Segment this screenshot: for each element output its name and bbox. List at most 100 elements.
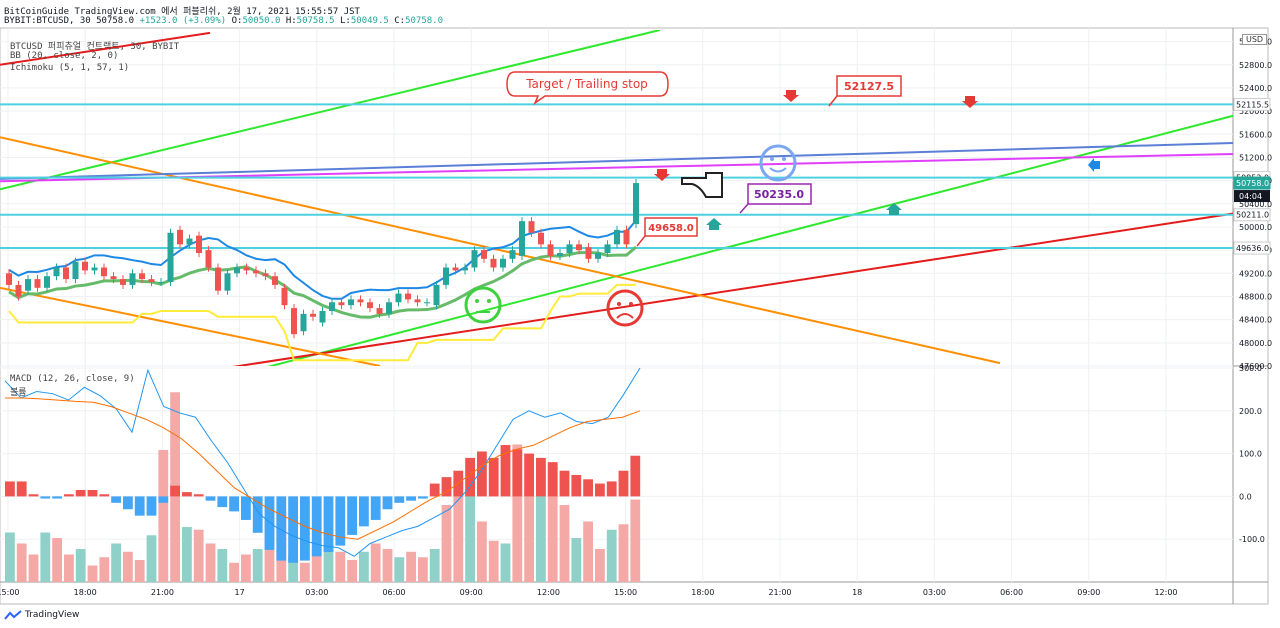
macd-histogram-bar xyxy=(524,453,534,497)
volume-bar xyxy=(453,480,464,582)
candle xyxy=(329,302,335,311)
macd-histogram-bar xyxy=(193,494,204,497)
x-tick-label: 21:00 xyxy=(768,588,791,597)
indicator-main[interactable]: BTCUSD 퍼피츄얼 컨트랙트, 30, BYBIT xyxy=(10,42,180,52)
macd-histogram-bar xyxy=(217,496,228,508)
candle xyxy=(281,287,288,306)
x-tick-label: 03:00 xyxy=(305,588,328,597)
macd-histogram-bar xyxy=(370,496,381,520)
macd-histogram-bar xyxy=(87,489,98,497)
candle xyxy=(44,276,50,288)
candle xyxy=(481,250,487,259)
arrow-down-icon xyxy=(962,96,978,108)
candle xyxy=(82,261,88,271)
macd-histogram-bar xyxy=(583,479,593,497)
x-tick-label: 03:00 xyxy=(923,588,946,597)
y-tick-label: 52000.0 xyxy=(1239,107,1272,116)
volume-bar xyxy=(441,505,452,582)
volume-bar xyxy=(252,549,263,582)
candle xyxy=(262,273,269,277)
candle xyxy=(72,261,79,280)
x-tick-label: 17 xyxy=(235,588,245,597)
indicator-ichimoku[interactable]: Ichimoku (5, 1, 57, 1) xyxy=(10,63,130,73)
indicator-bb[interactable]: BB (20, close, 2, 0) xyxy=(10,51,119,61)
candle xyxy=(120,279,126,285)
candle xyxy=(405,293,411,300)
macd-histogram-bar xyxy=(335,496,346,546)
y-tick-label: 48400.0 xyxy=(1239,316,1272,325)
x-tick-label: 18:00 xyxy=(74,588,97,597)
x-tick-label: 06:00 xyxy=(382,588,405,597)
volume-bar xyxy=(134,560,145,582)
currency-button[interactable]: USD xyxy=(1242,34,1268,45)
candle xyxy=(129,273,136,285)
macd-histogram-bar xyxy=(75,489,86,497)
candle xyxy=(357,299,364,303)
macd-histogram-bar xyxy=(559,470,570,497)
candle xyxy=(509,250,516,259)
macd-histogram-bar xyxy=(264,496,275,550)
publish-title: BitCoinGuide TradingView.com 에서 퍼블리쉬, 2월… xyxy=(4,7,360,17)
candle xyxy=(633,183,639,225)
macd-histogram-bar xyxy=(382,496,393,510)
volume-bar xyxy=(229,562,239,582)
candle xyxy=(110,276,117,280)
emoji-eye xyxy=(782,157,786,161)
main-pane: Target / Trailing stop 52127.5 50235.0 4965… xyxy=(0,30,1233,366)
macd-histogram-bar xyxy=(170,485,180,497)
label-50235-pointer xyxy=(739,203,749,214)
volume-bar xyxy=(52,538,62,582)
macd-histogram-bar xyxy=(323,496,334,553)
low-label: L: xyxy=(340,16,351,26)
indicator-volume[interactable]: 볼륨 xyxy=(10,388,27,398)
volume-bar xyxy=(99,557,110,582)
volume-bar xyxy=(193,529,204,582)
candle xyxy=(53,267,60,277)
y-tick-label: -100.0 xyxy=(1239,535,1265,544)
high-label: H: xyxy=(285,16,297,26)
volume-bar xyxy=(311,549,322,582)
macd-line xyxy=(4,368,641,557)
pointing-hand-icon xyxy=(681,172,723,198)
indicator-macd[interactable]: MACD (12, 26, close, 9) xyxy=(10,374,135,384)
candle xyxy=(272,276,278,285)
candle xyxy=(338,302,345,306)
open-value: 50050.0 xyxy=(242,16,281,26)
target-callout-bubble xyxy=(506,71,669,106)
y-tick-label: 300.0 xyxy=(1239,364,1262,373)
volume-bar xyxy=(488,540,499,582)
candle xyxy=(186,238,193,245)
y-tick-label: 47600.0 xyxy=(1239,362,1272,371)
label-52127-box xyxy=(836,75,902,97)
label-49658-text: 49658.0 xyxy=(648,223,694,234)
emoji-neutral-icon xyxy=(464,286,502,324)
volume-bar xyxy=(536,463,546,582)
volume-bar xyxy=(406,551,416,582)
macd-histogram-bar xyxy=(488,457,499,497)
candle xyxy=(585,247,592,259)
candle xyxy=(234,267,240,274)
trendline-orange-lower xyxy=(0,286,381,366)
tradingview-logo[interactable]: TradingView xyxy=(4,610,79,620)
volume-bar xyxy=(241,554,251,582)
macd-histogram-bar xyxy=(276,496,287,561)
candle xyxy=(490,258,497,268)
volume-bar xyxy=(512,444,523,582)
emoji-eye xyxy=(475,299,479,303)
volume-bar xyxy=(217,549,228,582)
arrow-down-icon xyxy=(783,90,799,102)
macd-histogram-bar xyxy=(300,496,310,561)
countdown-tag xyxy=(1234,190,1270,203)
candle xyxy=(25,279,31,291)
arrow-left-icon xyxy=(1088,158,1100,172)
macd-histogram-bar xyxy=(123,496,133,510)
macd-histogram-bar xyxy=(16,481,27,497)
emoji-eye xyxy=(487,299,491,303)
volume-bar xyxy=(571,538,582,582)
candle xyxy=(386,302,392,314)
candle xyxy=(300,313,307,332)
candle xyxy=(452,267,459,271)
macd-histogram-bar xyxy=(5,481,15,497)
last-price: 50758.0 xyxy=(96,16,135,26)
candle xyxy=(319,310,326,323)
